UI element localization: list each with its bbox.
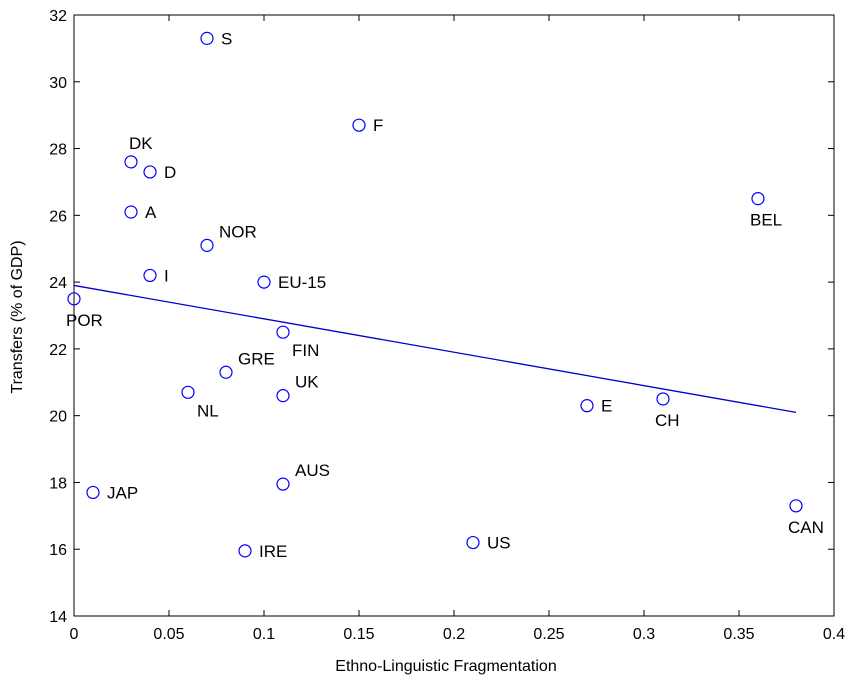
y-axis-title: Transfers (% of GDP) [9,240,26,393]
point-label: UK [295,373,319,392]
data-point [200,238,214,252]
y-tick-label: 20 [49,409,67,426]
y-tick-label: 30 [49,75,67,92]
point-label: D [164,163,176,182]
data-point [276,477,290,491]
x-axis-title: Ethno-Linguistic Fragmentation [335,658,556,675]
data-point [276,325,290,339]
x-tick-label: 0 [70,626,79,643]
y-tick-label: 22 [49,342,67,359]
data-point [143,165,157,179]
x-tick-label: 0.1 [253,626,275,643]
y-tick-label: 28 [49,142,67,159]
data-point [124,205,138,219]
data-point [181,385,195,399]
y-tick-label: 26 [49,208,67,225]
data-point [352,118,366,132]
data-point [466,535,480,550]
x-tick-label: 0.15 [343,626,374,643]
data-point [276,389,290,403]
y-tick-label: 14 [49,609,67,626]
point-label: A [145,203,157,222]
y-tick-label: 32 [49,8,67,25]
data-point [238,544,252,558]
x-tick-label: 0.25 [533,626,564,643]
data-point [656,392,670,406]
data-point [124,155,138,169]
point-label: GRE [238,349,275,368]
data-point [219,365,233,379]
point-label: E [601,397,612,416]
data-point [751,192,765,206]
point-label: NOR [219,222,257,241]
data-point [200,31,214,45]
x-tick-label: 0.35 [723,626,754,643]
data-point [143,268,157,283]
point-label: DK [129,134,153,153]
point-label: US [487,534,511,553]
point-label: I [164,266,169,285]
point-label: POR [66,311,103,330]
data-point [789,499,803,513]
point-label: F [373,116,383,135]
point-label: EU-15 [278,273,326,292]
data-point [86,485,100,500]
point-label: CH [655,411,680,430]
point-label: BEL [750,211,782,230]
x-tick-label: 0.05 [153,626,184,643]
x-tick-label: 0.2 [443,626,465,643]
point-label: AUS [295,461,330,480]
plot-frame [73,14,835,617]
point-label: S [221,29,232,48]
point-label: CAN [788,518,824,537]
data-point [257,275,271,289]
y-tick-label: 18 [49,475,67,492]
y-tick-label: 24 [49,275,67,292]
x-tick-label: 0.3 [633,626,655,643]
point-label: FIN [292,341,319,360]
point-label: JAP [107,483,138,502]
point-label: NL [197,401,219,420]
y-tick-label: 16 [49,542,67,559]
x-tick-label: 0.4 [823,626,845,643]
point-label: IRE [259,542,287,561]
regression-line [73,284,797,413]
data-point [580,399,594,413]
data-point [67,292,81,306]
